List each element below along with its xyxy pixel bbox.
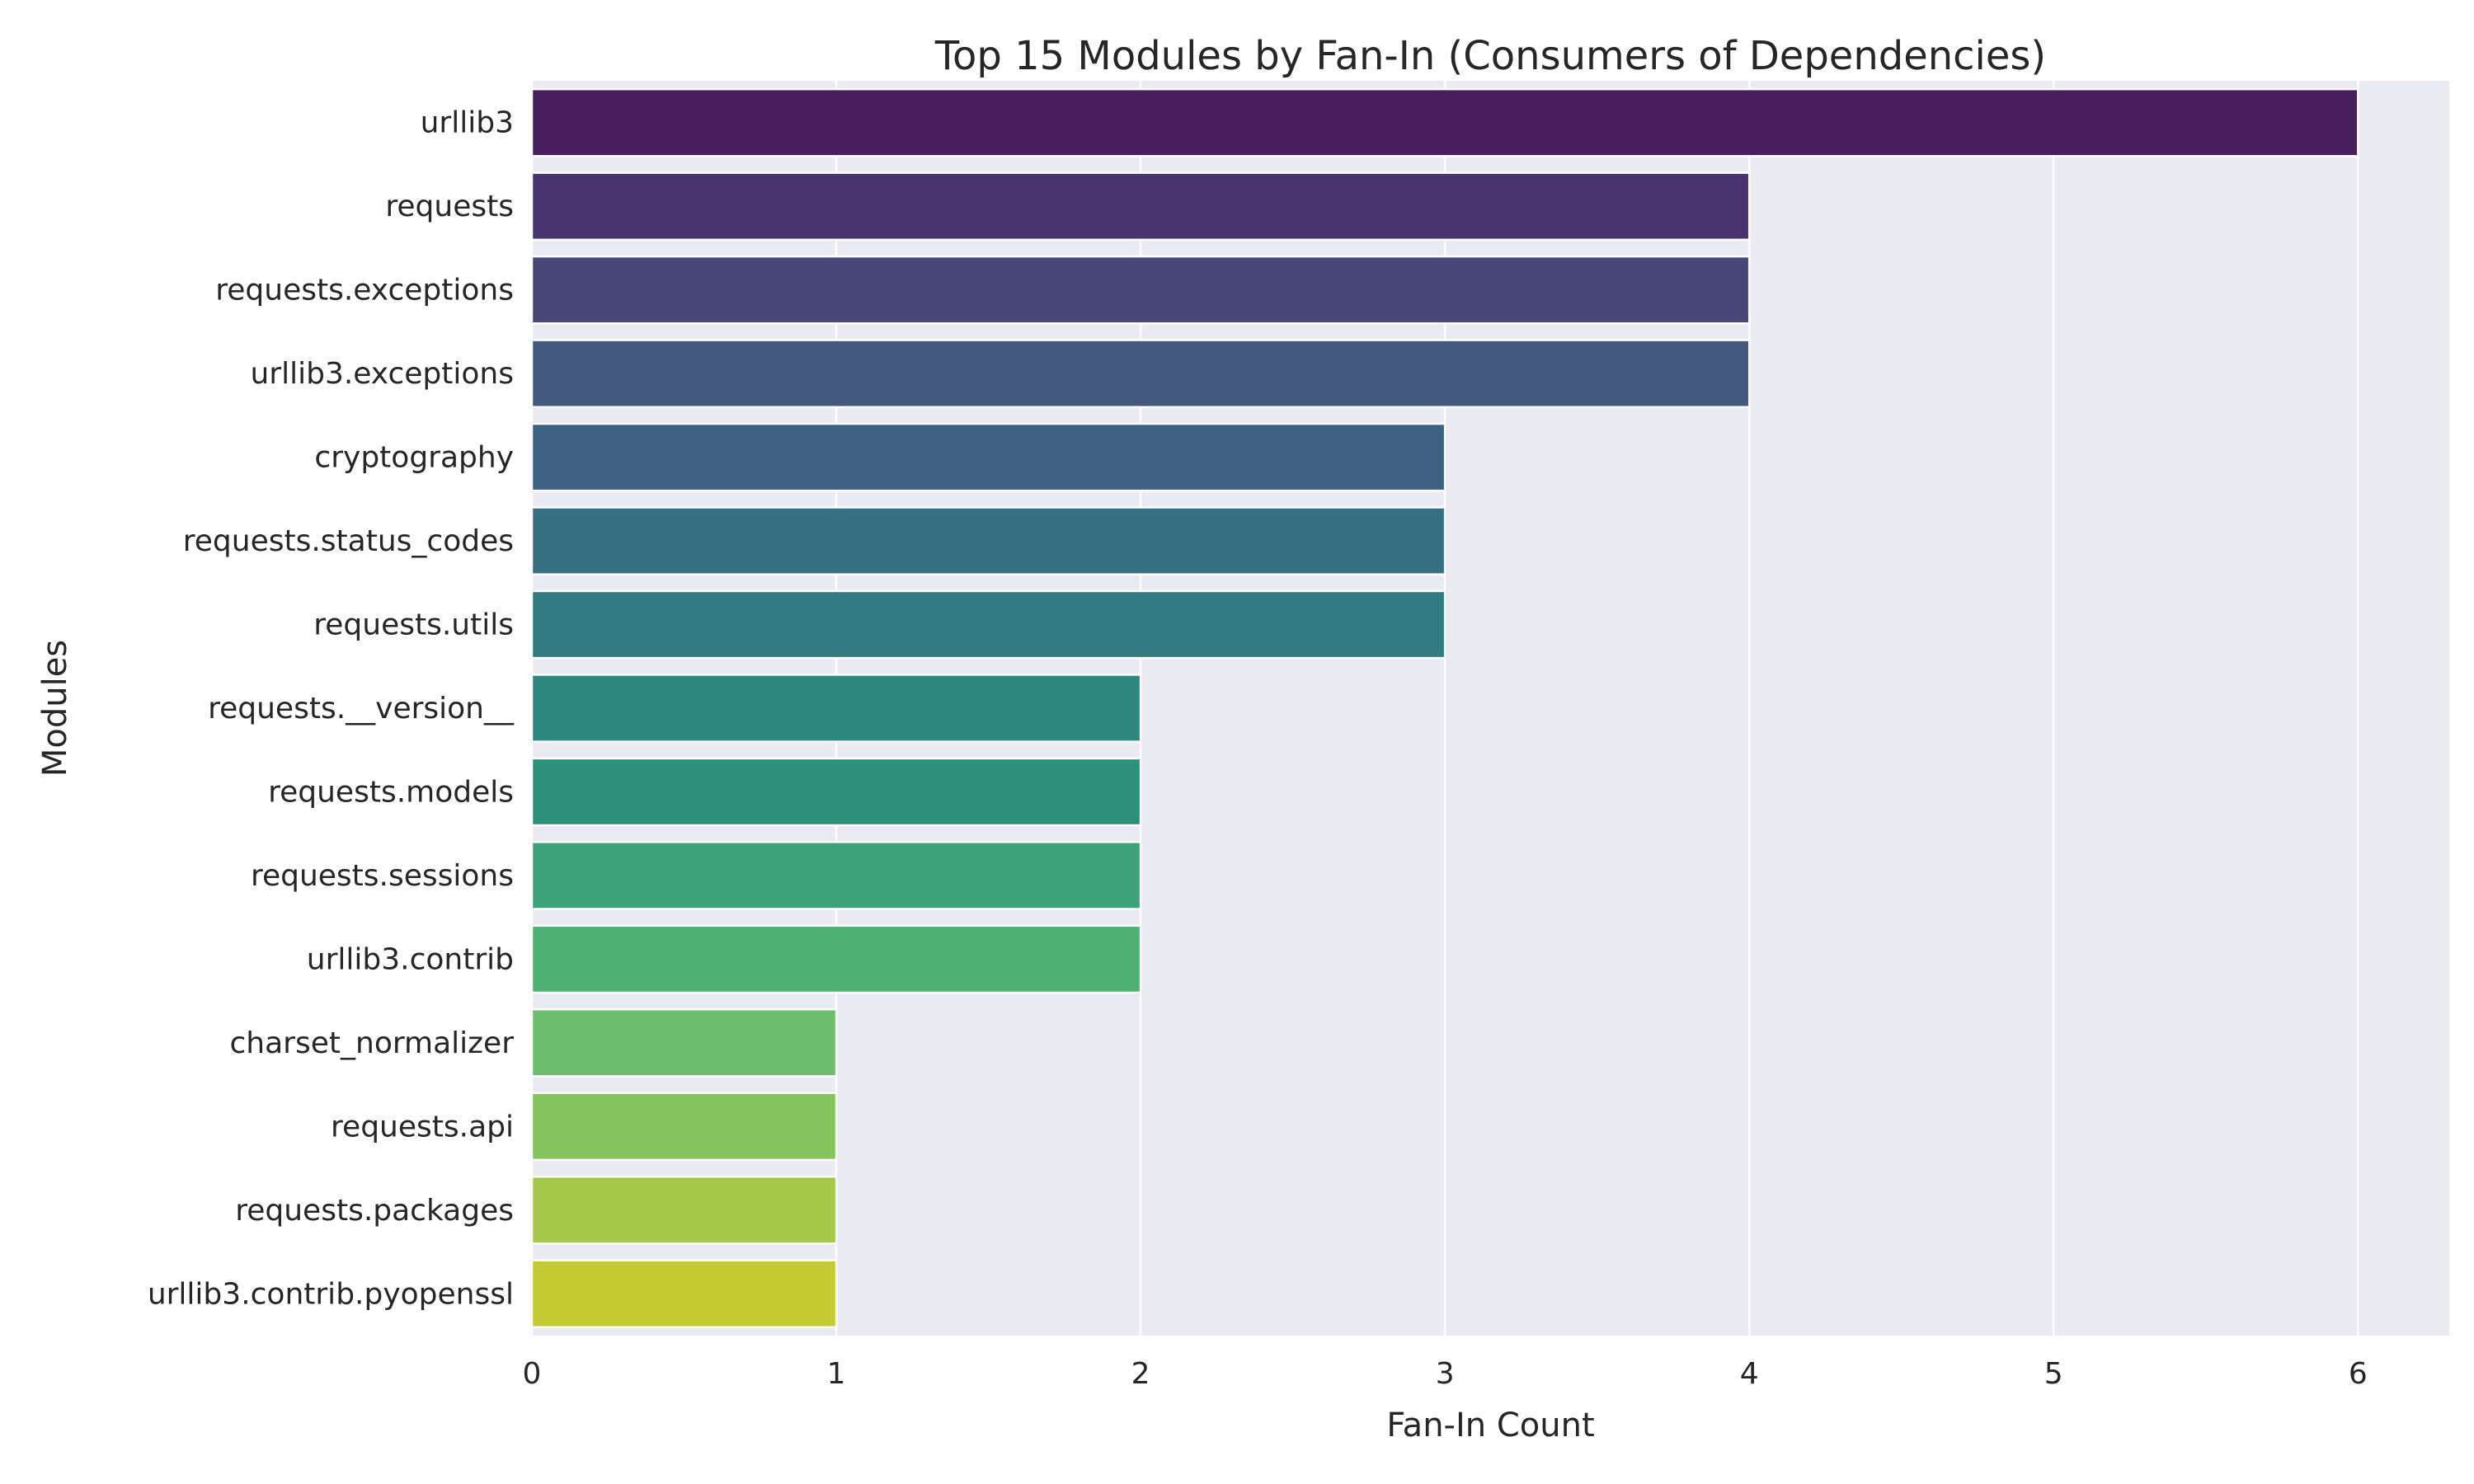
bar-cryptography [530,422,1446,492]
bar-requests.status_codes [530,506,1446,575]
chart-title: Top 15 Modules by Fan-In (Consumers of D… [934,33,2046,79]
x-axis-label: Fan-In Count [1386,1407,1594,1444]
y-tick-label: urllib3.contrib [307,942,514,976]
x-tick-labels: 0 1 2 3 4 5 6 [523,1357,2368,1391]
x-tick-label: 3 [1436,1357,1455,1391]
bar-requests.__version__ [530,674,1142,743]
y-axis-label: Modules [36,640,74,777]
x-tick-label: 4 [1740,1357,1759,1391]
bar-urllib3 [530,87,2359,157]
bar-urllib3.exceptions [530,339,1751,408]
y-tick-label: requests.exceptions [215,274,514,308]
y-tick-label: requests.models [268,775,514,809]
x-tick-label: 5 [2044,1357,2063,1391]
bar-requests.sessions [530,841,1142,910]
y-tick-label: requests.status_codes [183,524,514,558]
y-tick-label: charset_normalizer [230,1026,515,1060]
x-tick-label: 6 [2349,1357,2368,1391]
y-tick-label: cryptography [314,441,514,475]
y-tick-label: requests.utils [313,608,514,642]
bar-requests.exceptions [530,255,1751,325]
y-tick-label: urllib3 [421,106,514,140]
y-tick-label: requests.api [331,1110,514,1144]
bar-charset_normalizer [530,1008,838,1078]
bar-requests.api [530,1092,838,1162]
y-tick-label: requests.packages [235,1194,514,1228]
bar-requests.packages [530,1175,838,1245]
x-tick-label: 1 [827,1357,846,1391]
x-tick-label: 2 [1131,1357,1150,1391]
y-tick-label: urllib3.contrib.pyopenssl [148,1277,514,1311]
bar-urllib3.contrib.pyopenssl [530,1259,838,1329]
bar-urllib3.contrib [530,924,1142,994]
y-tick-labels: urllib3 requests requests.exceptions urllib… [148,106,515,1312]
bar-requests.utils [530,589,1446,660]
y-tick-label: requests.sessions [251,859,514,893]
bar-requests [530,171,1751,242]
x-tick-label: 0 [523,1357,542,1391]
bars [530,87,2359,1329]
y-tick-label: requests [385,190,514,223]
y-tick-label: requests.__version__ [208,692,515,726]
bar-requests.models [530,757,1142,827]
y-tick-label: urllib3.exceptions [250,357,514,391]
